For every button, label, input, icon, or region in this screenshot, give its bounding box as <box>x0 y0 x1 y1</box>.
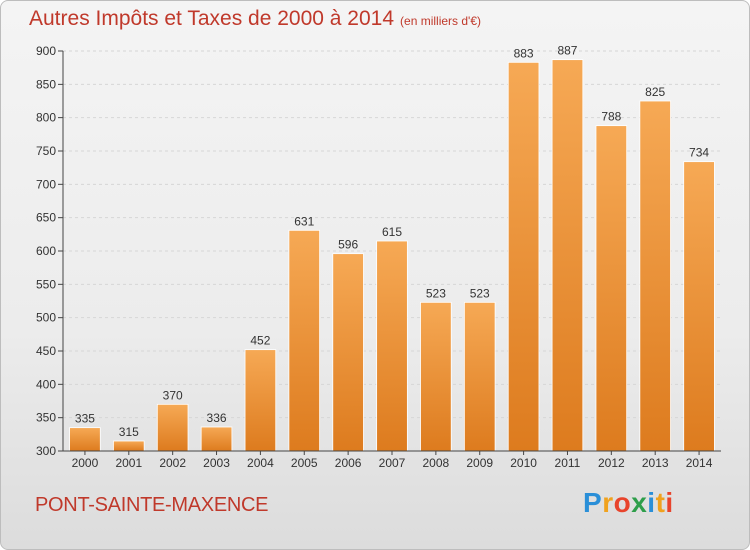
bar-2006 <box>332 253 364 452</box>
x-tick-label-2011: 2011 <box>555 456 581 470</box>
bar-2001 <box>113 440 145 452</box>
data-label-2012: 788 <box>601 110 621 124</box>
proxiti-logo: Proxiti <box>583 487 674 519</box>
y-tick-label: 850 <box>36 77 56 91</box>
data-label-2009: 523 <box>470 286 490 300</box>
bar-2007 <box>376 240 408 452</box>
bar-2000 <box>69 427 101 452</box>
data-label-2003: 336 <box>207 411 227 425</box>
bar-2008 <box>420 301 452 452</box>
data-label-2006: 596 <box>338 238 358 252</box>
x-tick-label-2002: 2002 <box>159 456 186 470</box>
data-label-2010: 883 <box>514 46 534 60</box>
logo-letter: x <box>631 487 648 518</box>
y-tick-label: 750 <box>36 144 56 158</box>
bar-2014 <box>683 161 715 452</box>
y-tick-label: 500 <box>36 311 56 325</box>
y-tick-label: 650 <box>36 211 56 225</box>
data-label-2004: 452 <box>250 334 270 348</box>
data-label-2011: 887 <box>557 44 577 58</box>
logo-letter: t <box>655 487 666 518</box>
y-tick-label: 550 <box>36 277 56 291</box>
x-tick-label-2009: 2009 <box>466 456 493 470</box>
x-tick-label-2004: 2004 <box>247 456 274 470</box>
logo-letter: r <box>602 487 614 518</box>
data-label-2005: 631 <box>294 214 314 228</box>
bar-2011 <box>551 59 584 452</box>
y-tick-label: 600 <box>36 244 56 258</box>
data-label-2013: 825 <box>645 85 665 99</box>
x-tick-label-2003: 2003 <box>203 456 230 470</box>
x-tick-label-2000: 2000 <box>72 456 99 470</box>
data-labels: 335 315 370 336 452 631 596 615 523 523 883 887 788 8… <box>75 44 709 439</box>
y-tick-label: 900 <box>36 44 56 58</box>
data-label-2008: 523 <box>426 286 446 300</box>
x-tick-label-2007: 2007 <box>379 456 406 470</box>
x-tick-label-2001: 2001 <box>115 456 142 470</box>
x-tick-label-2013: 2013 <box>642 456 669 470</box>
axes: 300 350 400 450 500 550 600 650 700 750 800 850 900 2… <box>36 44 721 470</box>
data-label-2002: 370 <box>163 388 183 402</box>
x-tick-label-2008: 2008 <box>423 456 450 470</box>
x-tick-label-2006: 2006 <box>335 456 362 470</box>
data-label-2014: 734 <box>689 146 709 160</box>
x-tick-label-2012: 2012 <box>598 456 625 470</box>
y-tick-label: 400 <box>36 377 56 391</box>
logo-letter: i <box>665 487 674 518</box>
bar-2012 <box>595 125 628 452</box>
y-tick-label: 450 <box>36 344 56 358</box>
bars <box>69 59 715 452</box>
y-tick-label: 800 <box>36 111 56 125</box>
data-label-2000: 335 <box>75 412 95 426</box>
bar-2013 <box>639 100 671 452</box>
chart-title: Autres Impôts et Taxes de 2000 à 2014 (en… <box>29 7 481 31</box>
bar-2010 <box>507 61 540 452</box>
x-tick-label-2014: 2014 <box>686 456 713 470</box>
data-label-2007: 615 <box>382 225 402 239</box>
bar-2005 <box>288 229 321 452</box>
bar-2003 <box>200 426 233 452</box>
y-tick-label: 350 <box>36 411 56 425</box>
x-tick-label-2010: 2010 <box>510 456 537 470</box>
data-label-2001: 315 <box>119 425 139 439</box>
bar-2002 <box>156 403 189 452</box>
y-tick-label: 700 <box>36 177 56 191</box>
city-name: PONT-SAINTE-MAXENCE <box>35 494 269 516</box>
bar-2009 <box>463 301 496 452</box>
logo-letter: P <box>583 487 603 518</box>
chart-title-text: Autres Impôts et Taxes de 2000 à 2014 <box>29 7 395 30</box>
logo-letter: i <box>647 487 656 518</box>
bar-2004 <box>244 349 277 452</box>
x-tick-label-2005: 2005 <box>291 456 318 470</box>
y-tick-label: 300 <box>36 444 56 458</box>
logo-letter: o <box>613 487 632 518</box>
chart-subtitle: (en milliers d'€) <box>400 14 482 28</box>
